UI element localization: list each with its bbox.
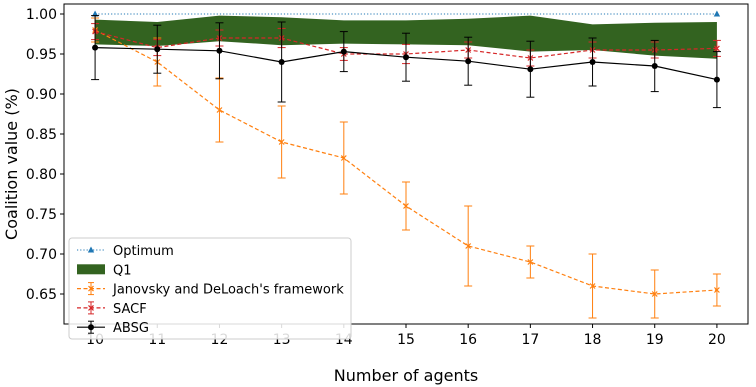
series-absg	[91, 15, 721, 109]
legend-q1-swatch	[77, 264, 105, 275]
legend-label-optimum: Optimum	[113, 244, 174, 259]
legend: Optimum Q1 Janovsky and DeLoach's framewor…	[68, 237, 352, 340]
x-tick-label: 15	[397, 332, 415, 348]
x-axis-label: Number of agents	[334, 366, 478, 385]
data-point	[651, 291, 658, 297]
y-tick-label: 0.70	[26, 247, 57, 263]
legend-label-series: SACF	[113, 302, 147, 317]
data-point	[92, 44, 99, 51]
optimum-point	[91, 10, 99, 17]
x-tick-label: 18	[584, 332, 602, 348]
y-tick-label: 0.65	[26, 287, 57, 303]
legend-label-series: ABSG	[113, 321, 149, 336]
y-tick-label: 0.95	[26, 47, 57, 63]
data-point	[589, 283, 596, 289]
legend-series-marker	[88, 324, 94, 331]
y-tick-label: 0.85	[26, 127, 57, 143]
data-point	[713, 76, 720, 83]
data-point	[340, 155, 347, 161]
y-axis-ticks: 0.65 0.70 0.75 0.80 0.85 0.90 0.95 1.00	[26, 7, 64, 303]
y-axis-label: Coalition value (%)	[2, 88, 21, 240]
data-point	[154, 46, 161, 53]
y-tick-label: 0.90	[26, 87, 57, 103]
legend-series-marker	[88, 285, 94, 292]
data-point	[713, 45, 720, 52]
x-tick-label: 20	[708, 332, 726, 348]
data-point	[278, 139, 285, 145]
series-layer	[91, 15, 721, 319]
data-point	[527, 66, 534, 73]
legend-series-marker	[88, 304, 94, 311]
y-tick-label: 1.00	[26, 7, 57, 23]
legend-label-series: Janovsky and DeLoach's framework	[112, 283, 344, 298]
x-tick-label: 16	[459, 332, 477, 348]
x-tick-label: 17	[521, 332, 539, 348]
y-tick-label: 0.75	[26, 207, 57, 223]
optimum-point	[713, 10, 721, 17]
data-point	[465, 58, 472, 65]
legend-optimum-marker	[87, 246, 95, 253]
data-point	[216, 47, 223, 54]
data-point	[527, 259, 534, 265]
data-point	[465, 243, 472, 249]
legend-box	[68, 237, 352, 340]
data-point	[651, 63, 658, 69]
y-tick-label: 0.80	[26, 167, 57, 183]
optimum-layer	[91, 10, 721, 17]
legend-label-q1: Q1	[113, 263, 132, 278]
data-point	[713, 287, 720, 293]
data-point	[403, 203, 409, 209]
legend-items: Optimum Q1 Janovsky and DeLoach's framewor…	[77, 244, 344, 336]
data-point	[340, 48, 347, 55]
data-point	[216, 107, 223, 113]
data-point	[278, 59, 285, 65]
data-point	[403, 54, 409, 61]
data-point	[589, 59, 596, 65]
x-tick-label: 19	[646, 332, 664, 348]
